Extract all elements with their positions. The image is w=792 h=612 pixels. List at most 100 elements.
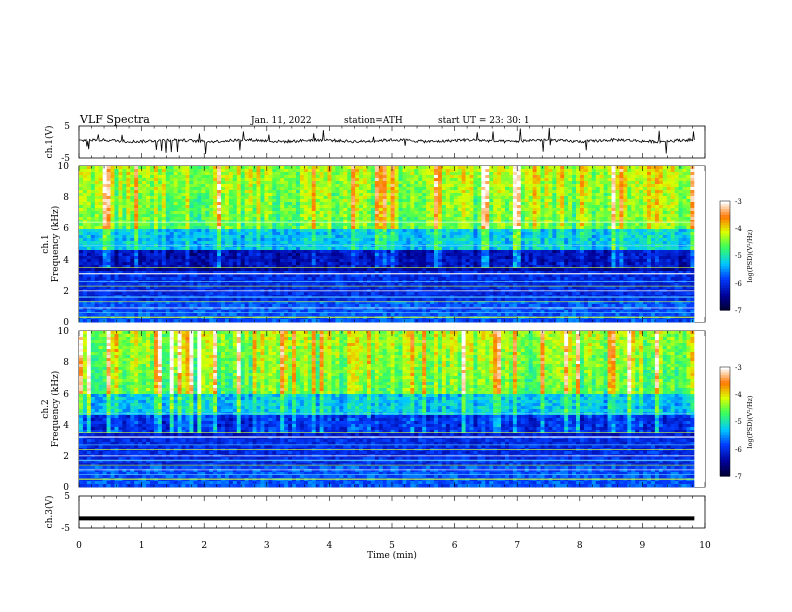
spectrogram-cell [366,190,372,194]
spectrogram-cell [138,205,143,209]
spectrogram-cell [457,193,463,197]
spectrogram-cell [437,205,443,209]
spectrogram-cell [106,199,111,203]
spectrogram-cell [654,217,660,221]
spectrogram-cell [370,247,376,251]
spectrogram-cell [106,166,111,170]
spectrogram-cell [276,247,281,251]
spectrogram-cell [343,217,348,221]
spectrogram-cell [516,169,522,173]
spectrogram-cell [520,169,526,173]
spectrogram-cell [678,214,683,218]
spectrogram-cell [441,217,447,221]
spectrogram-cell [690,181,695,185]
spectrogram-cell [394,211,399,215]
spectrogram-cell [142,220,147,224]
spectrogram-cell [382,232,388,236]
spectrogram-cell [587,226,593,230]
spectrogram-cell [146,190,151,194]
spectrogram-cell [481,196,486,200]
spectrogram-cell [272,232,277,236]
spectrogram-cell [197,190,202,194]
spectrogram-cell [414,256,419,260]
spectrogram-cell [647,181,652,185]
spectrogram-cell [177,232,182,236]
spectrogram-cell [165,247,171,251]
spectrogram-cell [150,238,155,242]
spectrogram-cell [501,223,506,227]
spectrogram-cell [193,187,198,191]
spectrogram-cell [260,169,265,173]
spectrogram-cell [295,211,301,215]
spectrogram-cell [465,220,470,224]
spectrogram-cell [98,166,104,170]
spectrogram-cell [232,172,238,176]
spectrogram-cell [615,196,620,200]
spectrogram-cell [465,202,470,206]
spectrogram-cell [398,172,403,176]
spectrogram-cell [477,217,482,221]
spectrogram-cell [544,247,549,251]
spectrogram-cell [264,250,269,254]
spectrogram-cell [126,196,131,200]
spectrogram-cell [572,232,577,236]
spectrogram-cell [457,169,463,173]
spectrogram-cell [272,199,277,203]
spectrogram-cell [122,241,127,245]
spectrogram-cell [627,232,632,236]
spectrogram-cell [331,256,336,260]
spectrogram-cell [189,229,194,233]
spectrogram-cell [481,187,486,191]
spectrogram-cell [544,208,549,212]
spectrogram-cell [430,229,435,233]
spectrogram-cell [130,238,135,242]
spectrogram-cell [169,256,175,260]
spectrogram-cell [564,256,569,260]
spectrogram-cell [319,253,324,257]
spectrogram-cell [280,175,285,179]
spectrogram-cell [299,241,305,245]
spectrogram-cell [359,205,364,209]
spectrogram-cell [662,250,668,254]
spectrogram-cell [288,184,293,188]
spectrogram-cell [153,253,159,257]
spectrogram-cell [643,172,648,176]
spectrogram-cell [615,190,620,194]
spectrogram-cell [607,190,612,194]
spectrogram-cell [528,166,534,170]
spectrogram-cell [619,229,624,233]
spectrogram-cell [568,175,573,179]
spectrogram-cell [658,166,664,170]
spectrogram-cell [327,193,332,197]
spectrogram-cell [146,217,151,221]
spectrogram-cell [224,241,230,245]
spectrogram-cell [169,247,175,251]
spectrogram-cell [374,172,380,176]
spectrogram-cell [142,199,147,203]
spectrogram-cell [564,211,569,215]
spectrogram-cell [110,178,115,182]
spectrogram-cell [359,256,364,260]
spectrogram-cell [260,223,265,227]
spectrogram-cell [682,172,687,176]
spectrogram-cell [528,229,534,233]
spectrogram-cell [552,202,557,206]
spectrogram-cell [130,250,135,254]
spectrogram-cell [86,199,92,203]
spectrogram-cell [678,223,683,227]
spectrogram-cell [98,187,104,191]
spectrogram-cell [627,193,632,197]
spectrogram-cell [398,169,403,173]
spectrogram-cell [524,196,530,200]
spectrogram-cell [79,250,84,254]
spectrogram-cell [647,175,652,179]
spectrogram-cell [256,223,261,227]
spectrogram-cell [205,235,210,239]
spectrogram-cell [453,166,459,170]
spectrogram-cell [572,193,577,197]
spectrogram-cell [599,256,605,260]
spectrogram-cell [181,187,186,191]
spectrogram-cell [647,199,652,203]
spectrogram-cell [260,220,265,224]
spectrogram-cell [430,235,435,239]
